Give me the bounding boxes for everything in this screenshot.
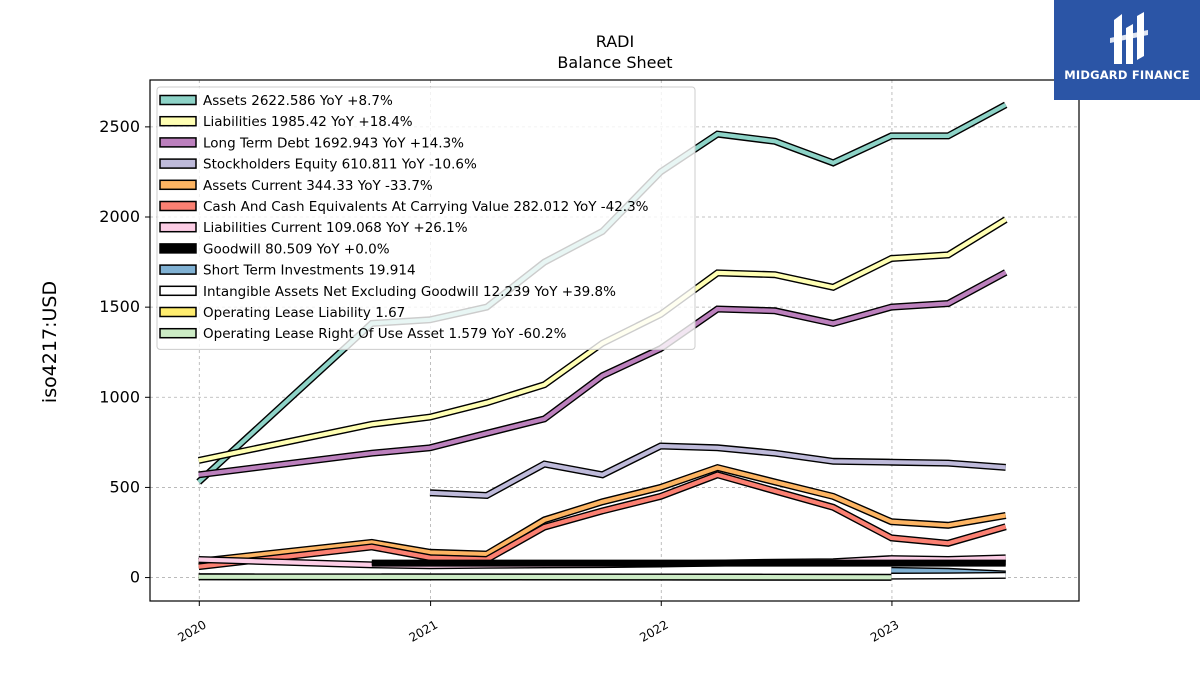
legend-entry: Liabilities 1985.42 YoY +18.4% [203, 114, 413, 130]
legend-swatch [159, 221, 197, 233]
series-11 [198, 573, 892, 581]
y-tick-label: 1500 [99, 297, 140, 316]
series-line [891, 573, 1006, 579]
series-4 [198, 463, 1007, 565]
legend-swatch [159, 179, 197, 191]
legend-swatch [159, 327, 197, 339]
x-tick-label: 2022 [637, 617, 670, 644]
legend-box [156, 86, 696, 350]
legend-swatch [159, 137, 197, 148]
chart-title: RADI [596, 32, 634, 51]
series-3 [429, 442, 1006, 500]
series-9 [891, 571, 1006, 580]
logo-mark-icon [1110, 12, 1148, 64]
legend-swatch [159, 158, 197, 169]
legend-swatch [159, 115, 197, 127]
x-tick-label: 2020 [175, 617, 208, 644]
legend-entry: Assets 2622.586 YoY +8.7% [203, 93, 393, 109]
legend-entry: Operating Lease Right Of Use Asset 1.579… [203, 326, 567, 342]
legend-entry: Operating Lease Liability 1.67 [203, 305, 405, 321]
y-axis-label: iso4217:USD [39, 281, 61, 403]
series-line [429, 443, 1006, 498]
legend: Assets 2622.586 YoY +8.7% Liabilities 198… [156, 86, 696, 350]
y-tick-label: 2000 [99, 207, 140, 226]
y-tick-label: 2500 [99, 117, 140, 136]
series-line [198, 472, 1007, 569]
y-tick-label: 0 [130, 568, 140, 587]
chart-subtitle: Balance Sheet [557, 53, 672, 72]
legend-entry: Assets Current 344.33 YoY -33.7% [203, 178, 433, 194]
x-tick-label: 2021 [407, 617, 440, 644]
legend-entry: Liabilities Current 109.068 YoY +26.1% [203, 220, 468, 236]
series-5 [198, 471, 1007, 571]
logo-brand-text: MIDGARD FINANCE [1064, 68, 1190, 82]
x-tick-label: 2023 [868, 617, 901, 644]
legend-entry: Long Term Debt 1692.943 YoY +14.3% [203, 135, 464, 151]
legend-swatch [159, 285, 197, 297]
legend-swatch [159, 243, 197, 254]
y-tick-label: 1000 [99, 387, 140, 406]
series-line [198, 465, 1007, 564]
legend-entry: Stockholders Equity 610.811 YoY -10.6% [203, 157, 477, 173]
plot-frame [149, 79, 1080, 602]
legend-entry: Cash And Cash Equivalents At Carrying Va… [203, 199, 649, 215]
legend-swatch [159, 264, 197, 275]
y-tick-label: 500 [109, 477, 140, 496]
legend-entry: Goodwill 80.509 YoY +0.0% [203, 241, 390, 257]
series-line [198, 574, 892, 580]
legend-entry: Short Term Investments 19.914 [203, 263, 416, 279]
legend-swatch [159, 200, 197, 212]
legend-swatch [159, 306, 197, 318]
legend-swatch [159, 94, 197, 106]
legend-entry: Intangible Assets Net Excluding Goodwill… [203, 284, 616, 300]
midgard-finance-logo: MIDGARD FINANCE [1054, 0, 1200, 100]
